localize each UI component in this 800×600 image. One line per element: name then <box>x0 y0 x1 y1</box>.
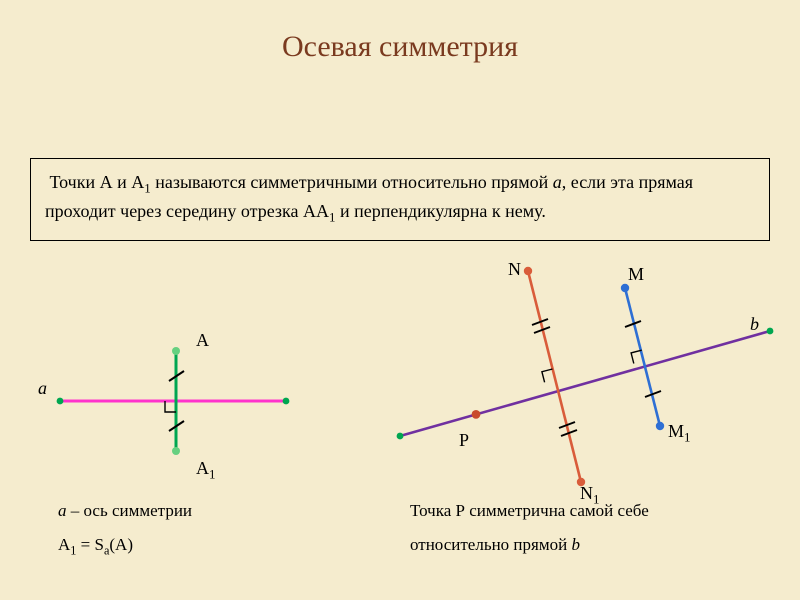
point-A <box>172 347 180 355</box>
axis-b-end-left <box>397 433 404 440</box>
left-diagram: А a <box>38 330 289 455</box>
point-P <box>472 410 481 419</box>
caption-right-line2: относительно прямой b <box>410 532 649 558</box>
point-A1 <box>172 447 180 455</box>
caption-left-line2: А1 = Sa(A) <box>58 532 192 560</box>
label-M: M <box>628 264 644 284</box>
point-M1 <box>656 422 664 430</box>
axis-a-end-left <box>57 398 64 405</box>
definition-box: Точки А и А1 называются симметричными от… <box>30 158 770 241</box>
point-N <box>524 267 532 275</box>
page-title: Осевая симметрия <box>0 30 800 64</box>
caption-left: a – ось симметрии А1 = Sa(A) <box>58 498 192 561</box>
perp-mark-N <box>542 369 553 382</box>
label-N: N <box>508 259 521 279</box>
segment-NN1 <box>528 271 581 482</box>
label-A: А <box>196 330 209 350</box>
axis-a-end-right <box>283 398 290 405</box>
right-diagram: N M P b <box>397 259 774 486</box>
axis-b <box>400 331 770 436</box>
label-b: b <box>750 314 759 334</box>
label-P: P <box>459 430 469 450</box>
perp-mark-left <box>165 401 176 412</box>
label-a: a <box>38 378 47 398</box>
point-M <box>621 284 629 292</box>
label-A1: А1 <box>196 455 215 485</box>
caption-right: Точка Р симметрична самой себе относител… <box>410 498 649 559</box>
segment-MM1 <box>625 288 660 426</box>
caption-right-line1: Точка Р симметрична самой себе <box>410 498 649 524</box>
definition-text: Точки А и А1 называются симметричными от… <box>45 172 693 221</box>
caption-left-line1: a – ось симметрии <box>58 498 192 524</box>
axis-b-end-right <box>767 328 774 335</box>
label-M1: M1 <box>668 418 691 448</box>
